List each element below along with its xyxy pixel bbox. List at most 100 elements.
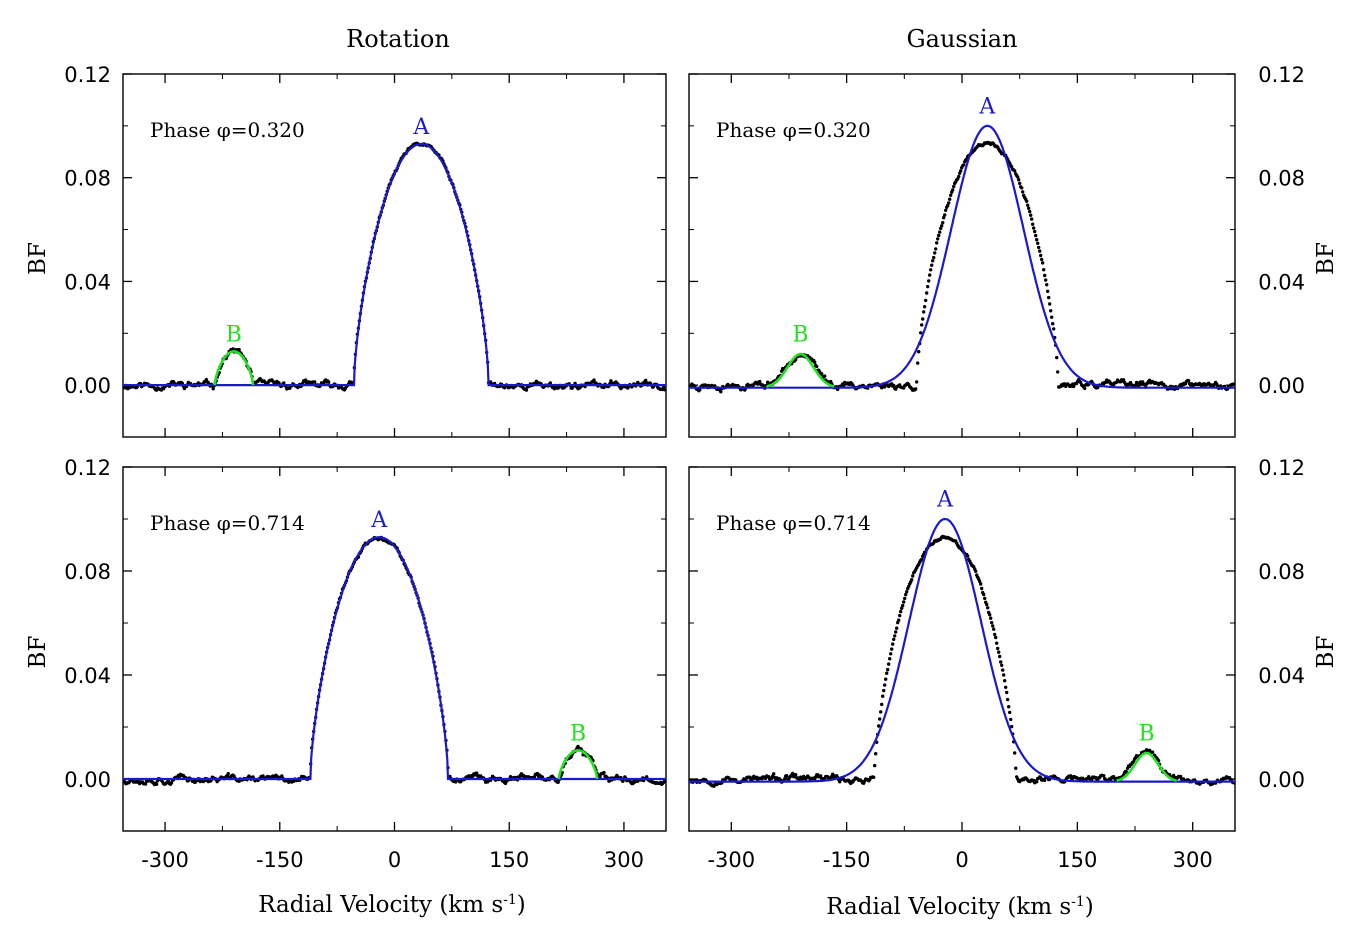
observed-point	[974, 569, 978, 573]
observed-point	[966, 554, 970, 558]
y-axis-label: BF	[1313, 242, 1339, 275]
observed-point	[915, 380, 919, 384]
observed-point	[985, 602, 989, 607]
observed-point	[879, 710, 883, 714]
observed-point	[986, 606, 990, 610]
y-tick-label: 0.12	[1258, 63, 1305, 87]
observed-point	[143, 782, 148, 786]
observed-point	[602, 771, 606, 775]
observed-point	[916, 361, 920, 365]
observed-point	[1025, 199, 1029, 203]
observed-point	[1018, 181, 1022, 186]
column-title-gaussian: Gaussian	[906, 25, 1017, 53]
observed-point	[881, 694, 885, 698]
y-tick-label: 0.00	[1258, 768, 1305, 792]
observed-point	[923, 305, 927, 309]
observed-point	[758, 379, 762, 384]
observed-point	[237, 347, 241, 352]
observed-point	[979, 582, 983, 586]
observed-point	[948, 197, 952, 201]
fit-line-component-b	[213, 350, 255, 386]
observed-point	[698, 388, 702, 392]
observed-point	[1014, 766, 1018, 770]
y-tick-label: 0.08	[1258, 560, 1305, 584]
phase-label: Phase φ=0.714	[150, 511, 305, 535]
observed-point	[892, 637, 896, 642]
observed-point	[883, 683, 887, 687]
observed-point	[1121, 378, 1126, 382]
observed-point	[1131, 760, 1136, 764]
observed-point	[1044, 278, 1048, 282]
observed-point	[1030, 217, 1034, 221]
plot-area	[689, 124, 1235, 394]
observed-point	[917, 350, 921, 354]
observed-point	[900, 606, 904, 610]
plot-area	[689, 517, 1235, 788]
y-tick-label: 0.04	[1258, 270, 1305, 294]
y-tick-label: 0.04	[1258, 664, 1305, 688]
observed-point	[980, 586, 984, 591]
observed-point	[1013, 169, 1017, 173]
y-tick-label: 0.04	[64, 270, 111, 294]
observed-point	[1029, 213, 1033, 217]
observed-point	[1001, 668, 1005, 672]
observed-point	[993, 632, 997, 637]
observed-point	[990, 620, 994, 625]
observed-point	[892, 383, 896, 388]
observed-point	[1021, 190, 1025, 194]
x-tick-label: 0	[388, 848, 401, 872]
observed-point	[911, 574, 915, 578]
observed-point	[930, 263, 934, 267]
component-a-label: A	[370, 508, 388, 533]
observed-point	[903, 596, 907, 601]
observed-point	[1016, 175, 1020, 179]
observed-point	[905, 590, 909, 594]
observed-point	[889, 652, 893, 656]
observed-point	[211, 387, 215, 391]
observed-point	[873, 763, 877, 768]
y-tick-label: 0.12	[64, 63, 111, 87]
observed-point	[820, 372, 824, 376]
observed-point	[1043, 778, 1047, 782]
x-axis-label-right: Radial Velocity (km s-1)	[826, 894, 1094, 920]
phase-label: Phase φ=0.320	[150, 118, 305, 142]
y-tick-label: 0.12	[64, 456, 111, 480]
x-tick-label: 150	[489, 848, 529, 872]
observed-point	[271, 379, 275, 383]
observed-point	[1034, 233, 1038, 238]
observed-point	[1006, 697, 1010, 702]
y-axis-label: BF	[25, 636, 51, 669]
plot-area	[123, 141, 666, 392]
observed-point	[890, 647, 894, 651]
observed-point	[1049, 309, 1053, 313]
observed-point	[887, 662, 891, 666]
fit-line-component-a	[123, 536, 666, 781]
observed-point	[884, 677, 888, 681]
observed-point	[983, 596, 987, 601]
observed-point	[1043, 273, 1047, 278]
observed-point	[941, 221, 945, 225]
component-b-label: B	[226, 322, 242, 347]
observed-point	[898, 613, 902, 618]
observed-point	[933, 251, 937, 255]
observed-point	[921, 317, 925, 321]
observed-point	[910, 578, 914, 582]
observed-point	[1004, 685, 1008, 689]
observed-point	[1055, 355, 1059, 360]
observed-point	[989, 616, 993, 620]
observed-point	[899, 609, 903, 614]
fit-line-component-a	[689, 124, 1235, 389]
observed-point	[1013, 751, 1017, 755]
observed-point	[1042, 268, 1046, 272]
observed-point	[891, 642, 895, 646]
observed-point	[1026, 203, 1030, 207]
observed-point	[922, 310, 926, 314]
observed-point	[885, 671, 889, 675]
observed-point	[1050, 315, 1054, 319]
observed-point	[997, 650, 1001, 654]
observed-point	[1056, 370, 1060, 374]
observed-point	[893, 634, 897, 638]
plot-area	[123, 535, 666, 787]
observed-point	[902, 600, 906, 604]
observed-point	[548, 381, 552, 385]
